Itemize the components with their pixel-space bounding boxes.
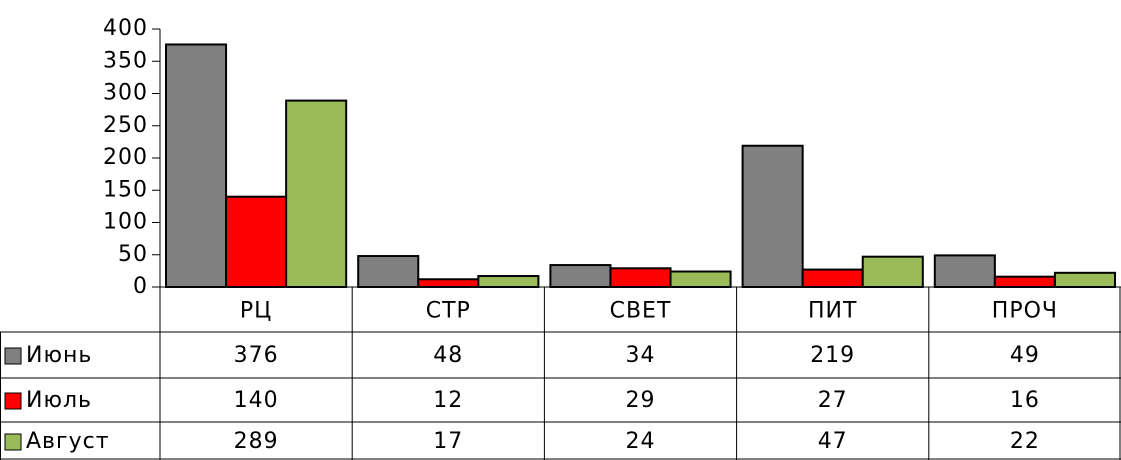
legend-label: Август — [26, 429, 110, 454]
bar — [801, 268, 864, 288]
table-value: 48 — [433, 343, 463, 368]
x-tick-label: СТР — [426, 299, 471, 324]
bar — [861, 255, 924, 288]
bar — [993, 275, 1056, 288]
bar — [165, 43, 228, 289]
table-value: 22 — [1010, 429, 1040, 454]
y-tick-label: 350 — [103, 48, 148, 73]
x-tick-label: РЦ — [240, 299, 272, 324]
table-value: 376 — [234, 343, 279, 368]
table-value: 16 — [1010, 388, 1040, 413]
bar — [417, 278, 480, 289]
y-tick-label: 150 — [103, 177, 148, 202]
legend-swatch — [4, 433, 22, 451]
table-value: 47 — [818, 429, 848, 454]
bar — [285, 99, 348, 288]
bar — [477, 275, 540, 289]
legend-swatch — [4, 347, 22, 365]
bar — [357, 255, 420, 289]
bar — [933, 254, 996, 289]
bar — [225, 195, 288, 288]
legend-swatch — [4, 392, 22, 410]
x-tick-label: ПИТ — [808, 299, 857, 324]
bar — [741, 144, 804, 288]
y-tick-label: 0 — [133, 274, 148, 299]
y-tick-label: 300 — [103, 81, 148, 106]
bar — [609, 267, 672, 289]
table-value: 34 — [626, 343, 656, 368]
y-tick-label: 400 — [103, 16, 148, 41]
legend-label: Июль — [26, 388, 92, 413]
x-tick-label: СВЕТ — [610, 299, 672, 324]
table-value: 27 — [818, 388, 848, 413]
table-value: 24 — [626, 429, 656, 454]
table-value: 17 — [433, 429, 463, 454]
table-value: 49 — [1010, 343, 1040, 368]
table-value: 29 — [626, 388, 656, 413]
table-value: 289 — [234, 429, 279, 454]
bar — [549, 264, 612, 289]
y-tick-label: 100 — [103, 210, 148, 235]
y-tick-label: 250 — [103, 113, 148, 138]
table-value: 140 — [234, 388, 279, 413]
bar — [1053, 271, 1117, 288]
y-tick-label: 50 — [118, 242, 148, 267]
legend-label: Июнь — [26, 343, 92, 368]
table-value: 219 — [810, 343, 855, 368]
x-tick-label: ПРОЧ — [992, 299, 1058, 324]
bar — [669, 270, 732, 288]
table-value: 12 — [433, 388, 463, 413]
y-tick-label: 200 — [103, 145, 148, 170]
